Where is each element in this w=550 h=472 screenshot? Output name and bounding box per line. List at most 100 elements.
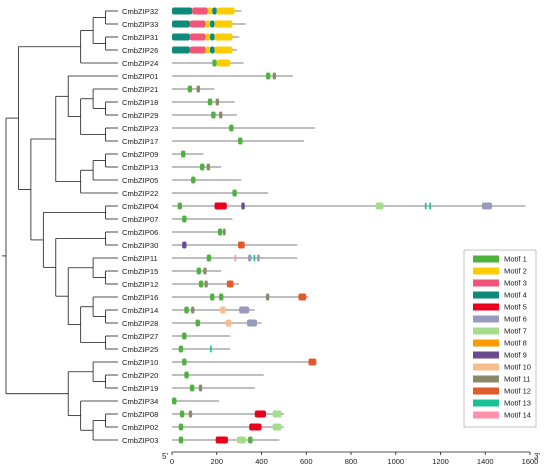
motif-12-block [298, 293, 307, 301]
gene-label: CmbZIP22 [122, 189, 158, 198]
motif-4-block [172, 46, 190, 54]
motif-1-block [191, 176, 196, 184]
motif-4-block [210, 20, 215, 28]
motif-1-block [182, 358, 187, 366]
gene-label: CmbZIP06 [122, 228, 158, 237]
gene-label: CmbZIP31 [122, 33, 158, 42]
gene-label: CmbZIP13 [122, 163, 158, 172]
legend-swatch [473, 339, 499, 347]
gene-label: CmbZIP11 [122, 254, 158, 263]
legend-label: Motif 10 [504, 363, 531, 372]
motif-7-block [272, 423, 282, 431]
motif-13-block [424, 202, 427, 210]
motif-9-block [241, 202, 245, 210]
motif-1-block [182, 332, 187, 340]
legend-swatch [473, 351, 499, 359]
gene-label: CmbZIP16 [122, 293, 158, 302]
legend: Motif 1 Motif 2 Motif 3 Motif 4 Motif 5 Motif… [463, 249, 537, 428]
gene-label: CmbZIP20 [122, 371, 158, 380]
legend-swatch [473, 375, 499, 383]
motif-11-block [206, 163, 211, 171]
motif-11-block [204, 280, 208, 288]
motif-12-block [226, 280, 234, 288]
gene-label: CmbZIP18 [122, 98, 158, 107]
motif-1-block [196, 267, 202, 275]
motif-1-block [206, 254, 212, 262]
gene-label: CmbZIP29 [122, 111, 158, 120]
motif-1-block [217, 228, 223, 236]
motif-tracks [172, 7, 526, 444]
motif-1-block [265, 72, 271, 80]
gene-label: CmbZIP30 [122, 241, 158, 250]
axis-start-label: 5' [162, 452, 168, 461]
motif-5-block [249, 423, 262, 431]
legend-label: Motif 8 [504, 339, 527, 348]
legend-swatch [473, 303, 499, 311]
gene-label: CmbZIP08 [122, 410, 158, 419]
gene-label: CmbZIP17 [122, 137, 158, 146]
motif-10-block [220, 306, 226, 314]
motif-6-block [248, 254, 252, 262]
legend-label: Motif 4 [504, 291, 527, 300]
legend-swatch [473, 291, 499, 299]
motif-3-block [189, 46, 206, 54]
motif-11-block [265, 293, 270, 301]
motif-1-block [172, 397, 177, 405]
motif-3-block [192, 7, 208, 15]
legend-swatch [473, 411, 499, 419]
legend-label: Motif 7 [504, 327, 527, 336]
motif-1-block [212, 59, 217, 67]
legend-swatch [473, 363, 499, 371]
gene-label: CmbZIP23 [122, 124, 158, 133]
motif-6-block [239, 306, 250, 314]
gene-label: CmbZIP14 [122, 306, 158, 315]
motif-1-block [177, 202, 183, 210]
motif-13-block [210, 345, 212, 353]
motif-2-block [205, 20, 211, 28]
motif-6-block [481, 202, 492, 210]
motif-5-block [214, 202, 227, 210]
motif-13-block [429, 202, 431, 210]
motif-2-block [205, 46, 211, 54]
motif-11-block [223, 228, 226, 236]
motif-5-block [215, 436, 228, 444]
motif-11-block [196, 85, 200, 93]
motif-1-block [178, 423, 184, 431]
motif-3-block [189, 20, 206, 28]
motif-4-block [172, 20, 190, 28]
motif-9-block [182, 241, 187, 249]
legend-label: Motif 14 [504, 411, 531, 420]
axis-tick-label: 200 [210, 457, 223, 466]
gene-label: CmbZIP34 [122, 397, 158, 406]
motif-5-block [254, 410, 266, 418]
motif-12-block [238, 241, 245, 249]
motif-11-block [188, 410, 193, 418]
legend-swatch [473, 315, 499, 323]
motif-1-block [195, 319, 200, 327]
axis-tick-label: 1200 [432, 457, 449, 466]
legend-swatch [473, 387, 499, 395]
motif-4-block [172, 33, 190, 41]
motif-1-block [184, 371, 189, 379]
legend-label: Motif 3 [504, 279, 527, 288]
gene-label: CmbZIP25 [122, 345, 158, 354]
motif-10-block [225, 319, 232, 327]
motif-2-block [214, 20, 233, 28]
motif-14-block [234, 254, 237, 262]
motif-7-block [236, 436, 246, 444]
motif-11-block [198, 384, 203, 392]
axis-end-label: 3' [534, 452, 540, 461]
axis-tick-label: 400 [255, 457, 268, 466]
gene-label: CmbZIP02 [122, 423, 158, 432]
motif-2-block [205, 33, 211, 41]
motif-6-block [246, 319, 258, 327]
legend-label: Motif 12 [504, 387, 531, 396]
axis-tick-label: 1000 [387, 457, 404, 466]
motif-1-block [211, 111, 216, 119]
motif-7-block [375, 202, 384, 210]
motif-1-block [187, 85, 193, 93]
gene-label: CmbZIP12 [122, 280, 158, 289]
motif-1-block [207, 98, 213, 106]
motif-1-block [182, 215, 187, 223]
motif-2-block [214, 33, 233, 41]
